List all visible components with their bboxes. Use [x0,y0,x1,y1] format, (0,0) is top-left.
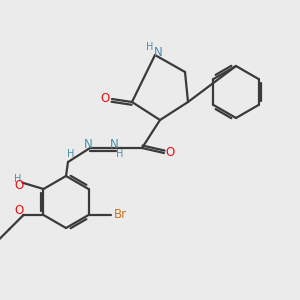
Text: N: N [154,46,162,59]
Text: N: N [110,137,118,151]
Text: O: O [15,205,24,218]
Text: O: O [15,179,24,192]
Text: H: H [116,149,124,159]
Text: N: N [84,137,92,151]
Text: O: O [100,92,109,106]
Text: H: H [146,42,154,52]
Text: O: O [165,146,175,160]
Text: Br: Br [114,208,127,221]
Text: H: H [67,149,75,159]
Text: H: H [14,174,21,184]
